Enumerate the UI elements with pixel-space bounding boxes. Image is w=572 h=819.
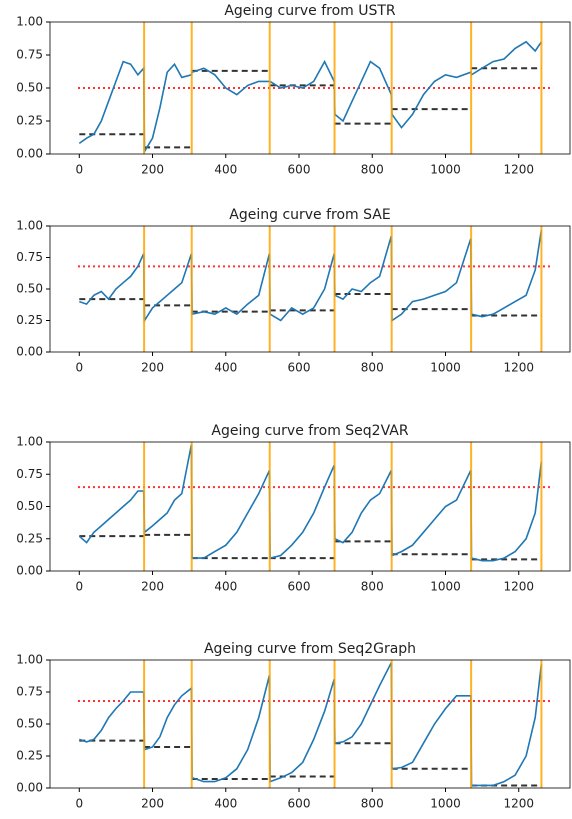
y-tick-label: 0.75 [16,467,43,481]
x-tick-label: 1200 [503,361,534,375]
y-tick-label: 0.25 [16,313,43,327]
y-tick-label: 0.50 [16,282,43,296]
y-tick-label: 1.00 [16,653,43,667]
y-tick-label: 0.50 [16,499,43,513]
x-tick-label: 800 [361,361,384,375]
x-tick-label: 1200 [503,797,534,811]
y-tick-label: 0.00 [16,147,43,161]
x-tick-label: 1200 [503,580,534,594]
y-tick-label: 0.50 [16,81,43,95]
chart-title: Ageing curve from Seq2VAR [211,423,408,439]
y-tick-label: 0.25 [16,749,43,763]
x-tick-label: 1000 [430,361,461,375]
x-tick-label: 400 [214,163,237,177]
x-tick-label: 600 [288,797,311,811]
panel: Ageing curve from Seq2Graph 0.00 0.25 0.50 0… [16,641,571,811]
y-tick-label: 0.00 [16,781,43,795]
x-tick-label: 1000 [430,163,461,177]
x-tick-label: 0 [75,361,83,375]
axes-frame [49,441,571,572]
x-tick-label: 200 [141,361,164,375]
x-tick-label: 400 [214,797,237,811]
y-tick-label: 1.00 [16,15,43,29]
y-tick-label: 1.00 [16,219,43,233]
panel: Ageing curve from USTR 0.00 0.25 0.50 0.75 1.… [16,3,571,177]
x-tick-label: 600 [288,580,311,594]
y-tick-label: 0.25 [16,114,43,128]
axes-frame [49,21,571,155]
x-tick-label: 200 [141,580,164,594]
x-tick-label: 800 [361,580,384,594]
x-tick-label: 800 [361,797,384,811]
x-tick-label: 1000 [430,580,461,594]
x-tick-label: 0 [75,797,83,811]
y-tick-label: 0.75 [16,685,43,699]
panel: Ageing curve from SAE 0.00 0.25 0.50 0.75 1.0… [16,207,571,375]
x-tick-label: 800 [361,163,384,177]
y-tick-label: 1.00 [16,435,43,449]
chart-title: Ageing curve from SAE [229,207,390,223]
x-tick-label: 0 [75,580,83,594]
x-tick-label: 600 [288,163,311,177]
y-tick-label: 0.50 [16,717,43,731]
x-tick-label: 1200 [503,163,534,177]
x-tick-label: 600 [288,361,311,375]
axes-frame [49,659,571,789]
x-tick-label: 200 [141,163,164,177]
x-tick-label: 400 [214,580,237,594]
chart-title: Ageing curve from USTR [224,3,396,19]
x-tick-label: 1000 [430,797,461,811]
y-tick-label: 0.00 [16,564,43,578]
y-tick-label: 0.25 [16,531,43,545]
y-tick-label: 0.75 [16,48,43,62]
chart-title: Ageing curve from Seq2Graph [204,641,416,657]
x-tick-label: 0 [75,163,83,177]
x-tick-label: 200 [141,797,164,811]
x-tick-label: 400 [214,361,237,375]
y-tick-label: 0.75 [16,250,43,264]
axes-frame [49,225,571,353]
y-tick-label: 0.00 [16,345,43,359]
panel: Ageing curve from Seq2VAR 0.00 0.25 0.50 0.7… [16,423,571,594]
